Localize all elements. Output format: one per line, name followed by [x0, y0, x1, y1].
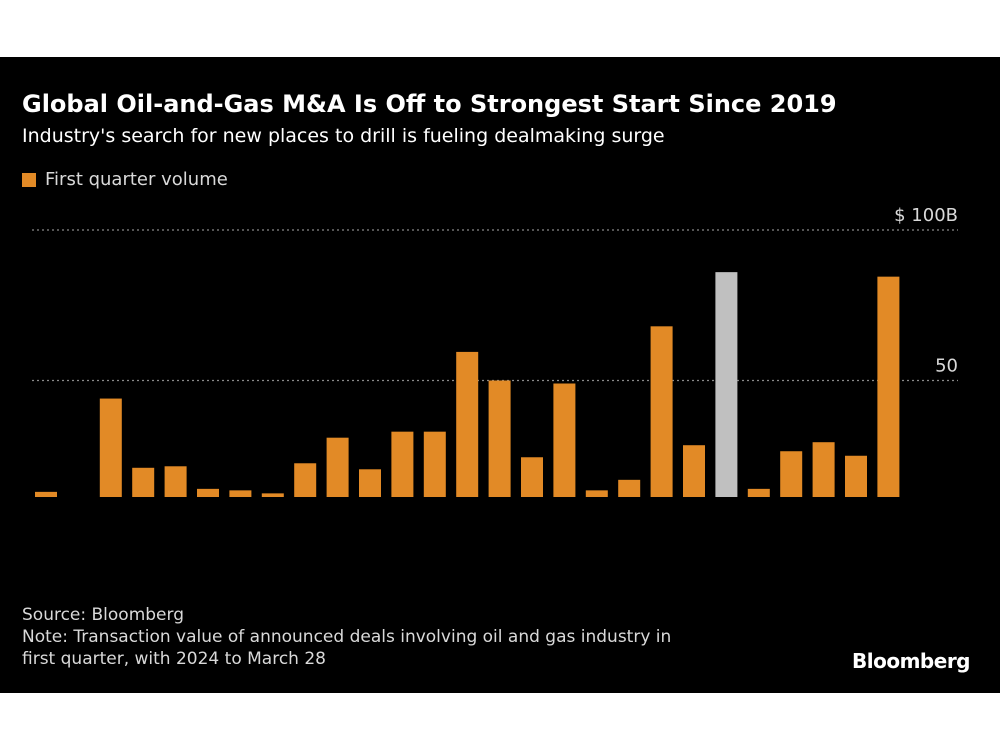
- y-tick-label: 50: [935, 356, 958, 377]
- bar-2011: [456, 351, 479, 497]
- bar-2006: [294, 463, 317, 497]
- bar-2020: [747, 488, 770, 497]
- bar-1998: [35, 491, 57, 497]
- legend-label: First quarter volume: [45, 169, 228, 190]
- bar-2000: [99, 398, 122, 497]
- bar-2022: [812, 442, 835, 497]
- bar-2019: [715, 272, 738, 497]
- bar-2003: [197, 488, 219, 497]
- legend-swatch: [22, 172, 36, 187]
- bar-2002: [164, 466, 187, 497]
- chart-panel: Global Oil-and-Gas M&A Is Off to Stronge…: [0, 57, 1000, 693]
- bar-2024: [877, 276, 900, 497]
- chart-title: Global Oil-and-Gas M&A Is Off to Stronge…: [22, 90, 837, 118]
- footer: Source: Bloomberg Note: Transaction valu…: [22, 604, 671, 670]
- bar-2005: [261, 493, 284, 497]
- legend: First quarter volume: [22, 169, 228, 190]
- chart-subtitle: Industry's search for new places to dril…: [22, 125, 665, 147]
- bar-2001: [132, 467, 155, 497]
- bar-2008: [359, 469, 381, 497]
- bar-2021: [780, 451, 803, 497]
- note-text-line-1: Note: Transaction value of announced dea…: [22, 627, 672, 647]
- bar-2007: [326, 437, 349, 497]
- bar-2004: [229, 490, 252, 497]
- bar-2009: [391, 431, 414, 497]
- bar-2010: [423, 431, 446, 497]
- bar-2015: [585, 490, 608, 497]
- bar-2016: [618, 479, 641, 497]
- bar-2012: [488, 380, 511, 497]
- bar-2013: [521, 457, 543, 497]
- bar-chart: 050$ 100B 1998'00'02'04'06'08'10'12'14'1…: [32, 205, 958, 497]
- bar-2014: [553, 383, 576, 497]
- bar-2023: [845, 455, 867, 497]
- source-text: Source: Bloomberg: [22, 605, 184, 625]
- bar-2018: [683, 445, 705, 497]
- note-text-line-2: first quarter, with 2024 to March 28: [22, 649, 326, 669]
- bar-2017: [650, 326, 673, 497]
- bloomberg-logo: Bloomberg: [852, 649, 970, 673]
- y-tick-label: $ 100B: [894, 205, 958, 226]
